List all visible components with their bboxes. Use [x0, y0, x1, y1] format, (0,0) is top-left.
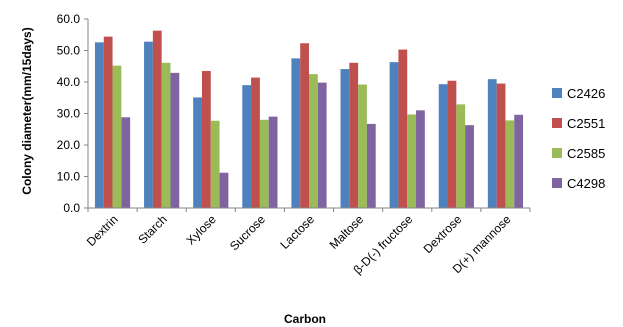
y-tick-label: 60.0: [57, 12, 81, 26]
bar-c4298-3: [268, 116, 278, 208]
bar-c2426-0: [94, 42, 104, 209]
bar-c2551-7: [447, 80, 457, 208]
bar-c2551-2: [201, 70, 211, 208]
x-tick-label: Lactose: [278, 212, 318, 252]
bar-c4298-6: [416, 110, 425, 208]
bar-c2585-3: [259, 119, 269, 208]
bar-c2551-8: [496, 83, 506, 208]
x-tick-label: Starch: [135, 212, 169, 246]
bar-c2551-5: [349, 62, 359, 208]
legend-swatch-c4298: [552, 178, 562, 188]
bar-c4298-1: [170, 72, 180, 209]
y-tick-label: 10.0: [57, 170, 81, 184]
legend-swatch-c2551: [552, 118, 562, 128]
legend: C2426 C2551 C2585 C4298: [552, 86, 605, 191]
bar-c2585-8: [505, 120, 515, 208]
bar-c2585-6: [407, 114, 417, 208]
bar-c2551-6: [398, 49, 408, 209]
bar-c2426-3: [242, 85, 252, 208]
bar-c2585-0: [112, 65, 122, 209]
bar-c4298-7: [465, 125, 474, 208]
bar-c2426-4: [291, 58, 301, 208]
y-tick-label: 30.0: [57, 107, 81, 121]
bar-c2585-5: [358, 84, 367, 208]
legend-label-c2551: C2551: [567, 116, 605, 131]
bar-c2551-1: [152, 30, 162, 209]
bar-c2585-4: [309, 74, 318, 208]
bar-c2551-0: [103, 36, 113, 208]
x-tick-label: Dextrin: [84, 212, 121, 249]
x-tick-label: Sucrose: [227, 212, 268, 253]
y-axis-title: Colony diameter(mm/15days): [20, 27, 34, 194]
x-axis-title: Carbon: [284, 312, 326, 326]
legend-swatch-c2585: [552, 148, 562, 158]
bar-c4298-8: [514, 114, 524, 208]
legend-label-c2585: C2585: [567, 146, 605, 161]
bar-c2551-4: [300, 43, 309, 208]
y-tick-label: 40.0: [57, 75, 81, 89]
x-tick-label: Maltose: [327, 212, 367, 252]
bar-c2585-1: [161, 62, 171, 208]
bar-c4298-0: [121, 117, 131, 208]
bar-c2426-6: [389, 62, 399, 208]
bar-c2585-2: [210, 120, 220, 208]
legend-swatch-c2426: [552, 88, 562, 98]
bar-c4298-5: [366, 123, 376, 208]
x-tick-label: Xylose: [184, 212, 220, 248]
y-tick-label: 50.0: [57, 44, 81, 58]
y-tick-label: 0.0: [63, 201, 80, 215]
x-tick-label: Dextrose: [421, 212, 465, 256]
bar-c2585-7: [456, 104, 466, 208]
bar-c4298-4: [317, 82, 327, 208]
bar-c2426-7: [438, 84, 448, 208]
legend-label-c2426: C2426: [567, 86, 605, 101]
plot-area: 0.0 10.0 20.0 30.0 40.0 50.0 60.0 Dextrin Starch…: [57, 12, 531, 277]
legend-label-c4298: C4298: [567, 176, 605, 191]
bar-c2426-1: [144, 41, 153, 209]
bar-c2426-8: [487, 79, 497, 208]
bar-c2426-2: [193, 97, 202, 208]
bar-c2551-3: [251, 77, 260, 208]
bar-c4298-2: [219, 172, 229, 208]
y-tick-label: 20.0: [57, 138, 81, 152]
bar-c2426-5: [340, 69, 350, 209]
